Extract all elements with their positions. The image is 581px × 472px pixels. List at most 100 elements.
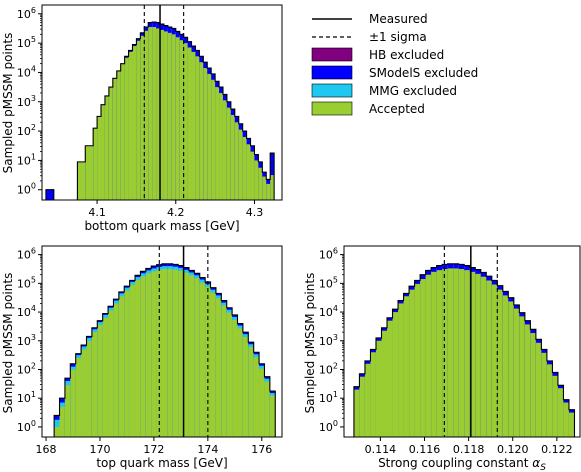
y-tick-label: 103 xyxy=(17,333,36,348)
chart-top-quark-mass: 168 170 172 174 176 100 101 102 103 104 105 106 top… xyxy=(1,245,283,470)
bar-accepted xyxy=(359,376,365,437)
bar-accepted xyxy=(179,40,184,200)
bar-accepted xyxy=(524,324,531,437)
histogram-bars xyxy=(353,263,576,437)
bar-accepted xyxy=(535,342,542,437)
x-axis-label: top quark mass [GeV] xyxy=(96,456,227,470)
histogram-outline xyxy=(53,263,276,437)
bar-accepted xyxy=(199,62,204,200)
bar-accepted xyxy=(120,63,125,200)
y-tick-label: 104 xyxy=(319,304,338,319)
bar-accepted xyxy=(259,368,265,437)
y-axis-label: Sampled pMSSM points xyxy=(1,33,15,174)
legend-hb-swatch xyxy=(311,47,353,62)
bar-accepted xyxy=(145,273,152,437)
bar-accepted xyxy=(246,144,251,200)
bar-accepted xyxy=(211,79,216,200)
bar-accepted xyxy=(124,290,130,437)
y-tick-label: 105 xyxy=(319,275,338,290)
y-tick-label: 104 xyxy=(17,304,36,319)
x-tick-label: 0.114 xyxy=(365,443,397,456)
bar-accepted xyxy=(226,107,231,200)
bar-accepted xyxy=(242,136,247,200)
bar-accepted xyxy=(178,270,184,437)
bar-accepted xyxy=(502,295,509,437)
x-tick-label: 174 xyxy=(197,443,218,456)
plot-area: 4.1 4.2 4.3 100 101 102 103 104 105 106 xyxy=(17,4,283,219)
legend-accepted-swatch xyxy=(311,101,353,116)
bar-accepted xyxy=(140,35,145,200)
bar-accepted xyxy=(262,176,267,200)
histogram-outline xyxy=(45,21,275,200)
bar-accepted xyxy=(215,87,220,200)
legend-smodels-swatch xyxy=(311,65,353,80)
y-tick-label: 102 xyxy=(17,123,36,138)
y-tick-label: 103 xyxy=(17,94,36,109)
bar-accepted xyxy=(557,388,564,437)
bar-accepted xyxy=(414,283,421,437)
bar-accepted xyxy=(398,303,404,437)
bar-accepted xyxy=(172,269,179,437)
bar-accepted xyxy=(167,32,172,200)
bar-accepted xyxy=(77,161,86,200)
bar-accepted xyxy=(93,128,98,200)
chart-strong-coupling: 0.114 0.116 0.118 0.120 0.122 100 101 102 103 104… xyxy=(303,245,581,472)
legend-measured-label: Measured xyxy=(369,12,428,26)
x-tick-label: 4.2 xyxy=(167,206,185,219)
y-tick-label: 106 xyxy=(17,247,36,262)
bar-accepted xyxy=(188,275,195,437)
y-tick-label: 101 xyxy=(319,390,338,405)
bar-accepted xyxy=(222,100,227,200)
bar-accepted xyxy=(491,284,498,437)
legend-item-smodels: SModelS excluded xyxy=(311,65,478,80)
bar-accepted xyxy=(237,328,243,437)
x-tick-label: 0.118 xyxy=(453,443,485,456)
bar-accepted xyxy=(447,268,454,437)
bar-accepted xyxy=(215,298,222,437)
plot-area: 0.114 0.116 0.118 0.120 0.122 100 101 102 103 104… xyxy=(319,245,581,456)
bar-accepted xyxy=(118,296,125,437)
x-tick-label: 0.120 xyxy=(497,443,529,456)
y-tick-label: 105 xyxy=(17,275,36,290)
legend-mmg-swatch xyxy=(311,83,353,98)
bar-accepted xyxy=(230,114,235,200)
bar-accepted xyxy=(370,352,376,437)
bar-accepted xyxy=(108,310,114,437)
legend-item-mmg: MMG excluded xyxy=(311,83,457,98)
x-tick-label: 4.3 xyxy=(246,206,264,219)
bar-accepted xyxy=(132,46,137,200)
bar-accepted xyxy=(464,270,470,437)
x-axis-label: Strong coupling constant αS xyxy=(378,456,546,472)
bar-accepted xyxy=(75,358,82,437)
bar-accepted xyxy=(171,34,176,200)
bar-accepted xyxy=(480,276,487,437)
y-axis-label: Sampled pMSSM points xyxy=(303,273,317,414)
bar-accepted xyxy=(162,268,168,437)
bar-accepted xyxy=(195,56,200,200)
bar-accepted xyxy=(124,57,129,200)
bar-accepted xyxy=(425,274,432,437)
bar-accepted xyxy=(353,389,360,437)
bar-accepted xyxy=(258,167,263,200)
bar-smodels-excluded xyxy=(45,189,54,200)
legend-hb-label: HB excluded xyxy=(369,48,444,62)
bar-accepted xyxy=(97,116,102,200)
bar-accepted xyxy=(475,273,481,437)
y-tick-label: 100 xyxy=(17,182,36,197)
bar-accepted xyxy=(238,129,243,200)
legend-item-hb: HB excluded xyxy=(311,47,444,62)
bar-accepted xyxy=(86,340,92,437)
bar-accepted xyxy=(442,268,448,437)
bar-accepted xyxy=(151,271,157,437)
bar-accepted xyxy=(140,276,146,437)
legend-item-sigma: ±1 sigma xyxy=(312,30,427,44)
bar-accepted xyxy=(70,369,76,437)
bar-accepted xyxy=(81,349,87,437)
bar-accepted xyxy=(264,381,270,437)
bar-accepted xyxy=(392,312,399,437)
bar-accepted xyxy=(210,292,216,437)
bar-accepted xyxy=(104,95,109,200)
legend-item-measured: Measured xyxy=(312,12,428,26)
x-tick-label: 0.122 xyxy=(541,443,573,456)
bar-accepted xyxy=(552,375,558,437)
